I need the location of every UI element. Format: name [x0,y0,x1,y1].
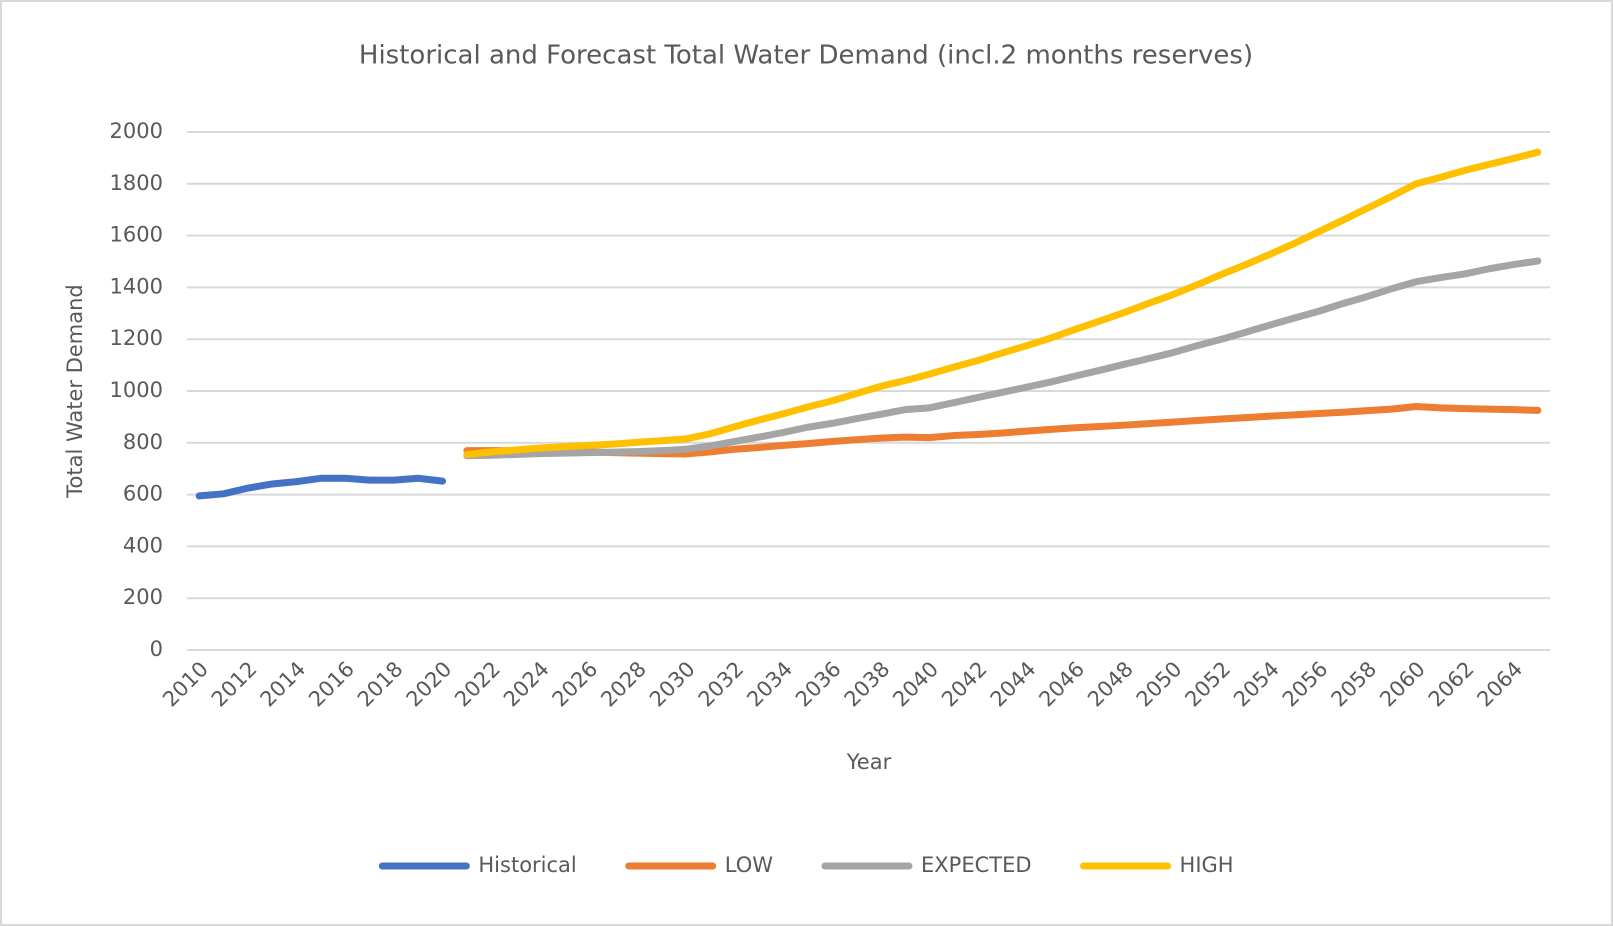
series-line [463,148,1542,458]
y-tick-label: 1800 [110,171,163,195]
legend-label: Historical [478,853,576,877]
y-tick-label: 2000 [110,119,163,143]
x-axis-label: Year [846,750,892,774]
y-tick-label: 200 [123,585,163,609]
y-axis-label: Total Water Demand [63,284,87,499]
y-tick-label: 1400 [110,274,163,298]
y-tick-label: 800 [123,430,163,454]
legend-label: HIGH [1180,853,1234,877]
series-line [463,257,1542,460]
chart-title: Historical and Forecast Total Water Dema… [359,41,1253,71]
y-tick-label: 400 [123,533,163,557]
series-line [195,474,447,500]
legend-label: LOW [725,853,773,877]
legend-label: EXPECTED [921,853,1032,877]
y-tick-label: 1600 [110,223,163,247]
y-tick-label: 0 [150,637,163,661]
y-tick-label: 600 [123,482,163,506]
y-tick-label: 1200 [110,326,163,350]
y-tick-label: 1000 [110,378,163,402]
